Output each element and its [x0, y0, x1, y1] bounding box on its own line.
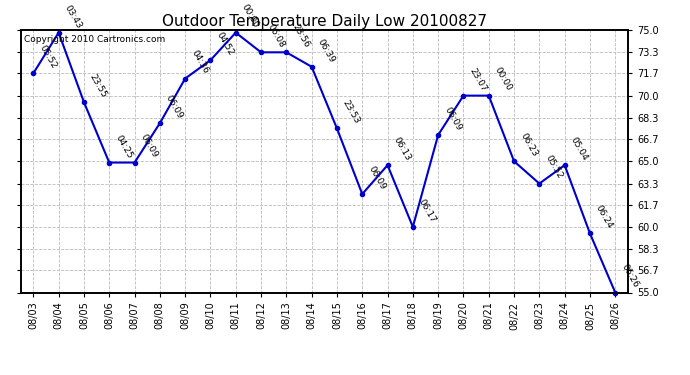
Text: 23:53: 23:53 [341, 99, 362, 126]
Text: Copyright 2010 Cartronics.com: Copyright 2010 Cartronics.com [23, 35, 165, 44]
Text: 06:09: 06:09 [139, 133, 159, 160]
Text: 06:17: 06:17 [417, 197, 437, 224]
Text: 23:07: 23:07 [468, 66, 489, 93]
Text: 05:52: 05:52 [37, 44, 58, 70]
Text: 23:55: 23:55 [88, 73, 109, 99]
Text: 05:04: 05:04 [569, 136, 589, 162]
Text: 04:36: 04:36 [189, 49, 210, 76]
Text: 06:23: 06:23 [518, 132, 539, 159]
Text: 06:09: 06:09 [366, 164, 387, 191]
Text: 06:08: 06:08 [265, 22, 286, 50]
Text: 06:26: 06:26 [620, 263, 640, 290]
Title: Outdoor Temperature Daily Low 20100827: Outdoor Temperature Daily Low 20100827 [161, 14, 487, 29]
Text: 04:52: 04:52 [215, 31, 235, 57]
Text: 06:39: 06:39 [316, 37, 337, 64]
Text: 00:00: 00:00 [493, 66, 513, 93]
Text: 06:09: 06:09 [164, 93, 185, 120]
Text: 06:09: 06:09 [442, 105, 463, 132]
Text: 00:00: 00:00 [240, 3, 261, 30]
Text: 06:13: 06:13 [392, 135, 413, 162]
Text: 03:43: 03:43 [63, 3, 83, 30]
Text: 05:52: 05:52 [544, 154, 564, 181]
Text: 06:24: 06:24 [594, 204, 615, 231]
Text: 04:25: 04:25 [113, 133, 134, 160]
Text: 23:56: 23:56 [290, 23, 311, 50]
